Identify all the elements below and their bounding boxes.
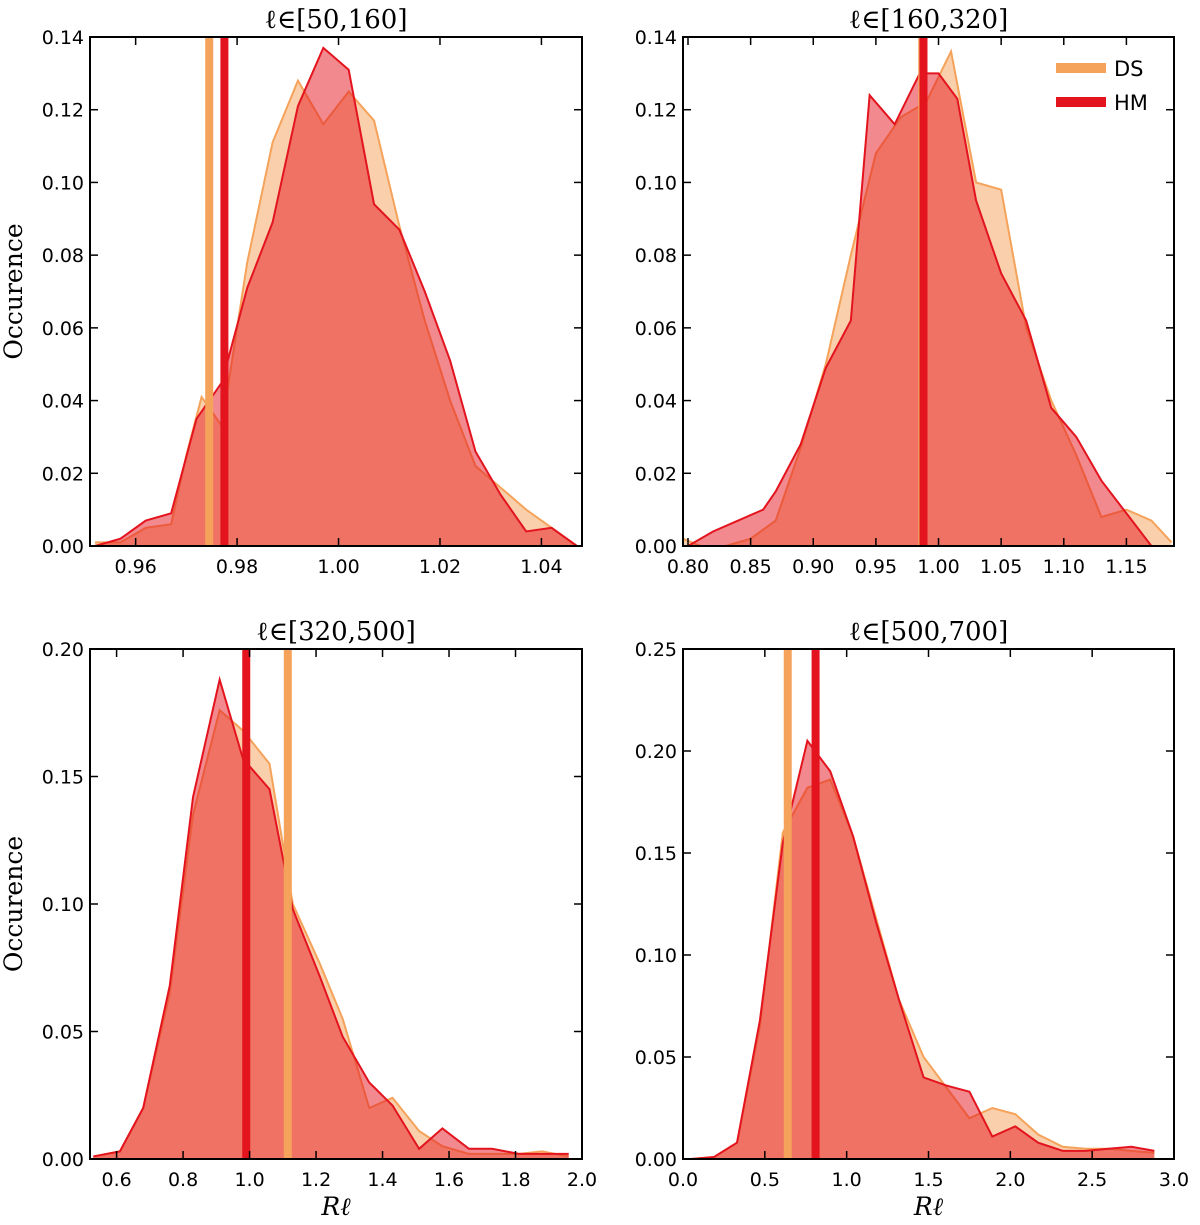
y-tick-label: 0.14 — [42, 27, 84, 49]
y-tick-label: 0.08 — [42, 245, 84, 267]
x-tick-label: 0.85 — [729, 556, 771, 578]
y-tick-label: 0.12 — [635, 100, 677, 122]
y-tick-label: 0.20 — [42, 639, 84, 661]
plot-area — [93, 649, 569, 1159]
y-tick-label: 0.14 — [635, 27, 677, 49]
x-tick-label: 0.5 — [750, 1169, 780, 1191]
x-tick-label: 1.00 — [917, 556, 959, 578]
x-tick-label: 1.05 — [980, 556, 1022, 578]
hm-area-outline — [93, 675, 569, 1158]
y-tick-label: 0.12 — [42, 100, 84, 122]
panel-ell-500-700: 0.0 0.5 1.0 1.5 2.0 2.5 3.0 0.00 0.05 0.10 0.15 0.2… — [635, 617, 1189, 1221]
hm-area-fill — [93, 679, 569, 1159]
panel-ell-320-500: 0.6 0.8 1.0 1.2 1.4 1.6 1.8 2.0 0.00 0.05 0.10 0.15… — [0, 617, 597, 1221]
y-tick-label: 0.00 — [635, 536, 677, 558]
panel-ell-160-320: 0.80 0.85 0.90 0.95 1.00 1.05 1.10 1.15 0.00 0.02… — [635, 5, 1175, 578]
y-tick-label: 0.00 — [635, 1149, 677, 1171]
x-tick-label: 1.0 — [234, 1169, 264, 1191]
panel-ell-50-160: 0.96 0.98 1.00 1.02 1.04 0.00 0.02 0.04 0.06 0.08… — [0, 5, 583, 578]
ds-legend-label: DS — [1114, 57, 1144, 81]
panel-title: ℓ∈[160,320] — [849, 5, 1009, 35]
x-tick-label: 1.04 — [520, 556, 562, 578]
y-axis-label: Occurence — [0, 836, 28, 972]
x-tick-label: 2.0 — [995, 1169, 1025, 1191]
x-tick-label: 1.6 — [434, 1169, 464, 1191]
y-tick-label: 0.06 — [42, 318, 84, 340]
panel-title: ℓ∈[320,500] — [256, 617, 416, 647]
y-tick-label: 0.00 — [42, 536, 84, 558]
x-tick-label: 1.5 — [913, 1169, 943, 1191]
y-tick-label: 0.20 — [635, 741, 677, 763]
y-tick-label: 0.10 — [635, 945, 677, 967]
y-axis-label: Occurence — [0, 223, 28, 359]
x-tick-label: 1.2 — [301, 1169, 331, 1191]
plot-area — [94, 37, 578, 546]
y-tick-label: 0.00 — [42, 1149, 84, 1171]
x-tick-label: 1.8 — [500, 1169, 530, 1191]
y-tick-label: 0.05 — [42, 1022, 84, 1044]
x-tick-label: 2.5 — [1077, 1169, 1107, 1191]
x-tick-label: 1.0 — [832, 1169, 862, 1191]
y-tick-label: 0.05 — [635, 1047, 677, 1069]
x-tick-label: 1.10 — [1043, 556, 1085, 578]
x-tick-label: 0.90 — [792, 556, 834, 578]
hm-area-outline — [94, 46, 578, 546]
hm-area-fill — [95, 47, 577, 546]
hm-area-outline — [691, 738, 1155, 1159]
y-tick-label: 0.15 — [635, 843, 677, 865]
x-tick-label: 0.0 — [668, 1169, 698, 1191]
panel-title: ℓ∈[500,700] — [849, 617, 1009, 647]
x-tick-label: 0.98 — [216, 556, 258, 578]
y-tick-label: 0.02 — [635, 463, 677, 485]
y-tick-label: 0.10 — [635, 172, 677, 194]
y-tick-label: 0.08 — [635, 245, 677, 267]
y-tick-label: 0.02 — [42, 463, 84, 485]
plot-frame — [682, 36, 1175, 547]
x-tick-label: 1.15 — [1105, 556, 1147, 578]
x-tick-label: 1.4 — [367, 1169, 397, 1191]
y-tick-label: 0.04 — [42, 391, 84, 413]
plot-area — [691, 649, 1155, 1159]
y-tick-label: 0.10 — [42, 172, 84, 194]
x-tick-label: 3.0 — [1159, 1169, 1189, 1191]
hm-area-fill — [691, 740, 1155, 1159]
y-tick-label: 0.06 — [635, 318, 677, 340]
x-tick-label: 1.00 — [317, 556, 359, 578]
x-tick-label: 0.80 — [667, 556, 709, 578]
panel-title: ℓ∈[50,160] — [265, 5, 408, 35]
x-tick-label: 0.6 — [101, 1169, 131, 1191]
x-tick-label: 2.0 — [567, 1169, 597, 1191]
x-tick-label: 0.8 — [168, 1169, 198, 1191]
x-axis-label: Rℓ — [320, 1192, 351, 1221]
plot-area — [683, 37, 1173, 546]
legend: DS HM — [1056, 57, 1148, 115]
y-tick-label: 0.15 — [42, 767, 84, 789]
y-tick-label: 0.04 — [635, 391, 677, 413]
x-tick-label: 0.96 — [114, 556, 156, 578]
x-tick-label: 0.95 — [855, 556, 897, 578]
y-tick-label: 0.25 — [635, 639, 677, 661]
plot-frame — [89, 36, 583, 547]
x-axis-label: Rℓ — [913, 1192, 944, 1221]
hm-legend-label: HM — [1114, 91, 1148, 115]
y-tick-label: 0.10 — [42, 894, 84, 916]
x-tick-label: 1.02 — [419, 556, 461, 578]
